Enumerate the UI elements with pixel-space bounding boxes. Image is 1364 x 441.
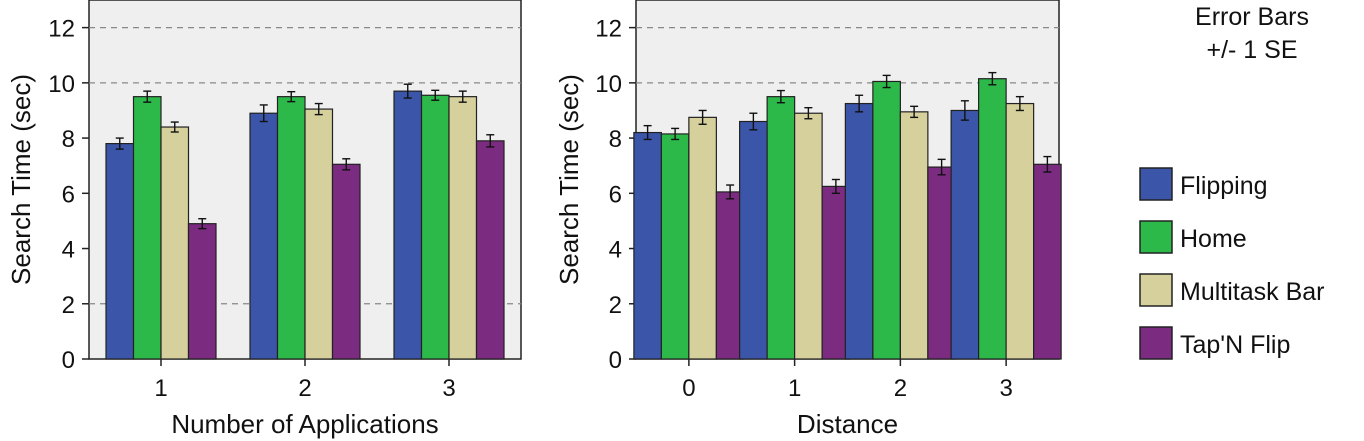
x-axis-title: Distance — [797, 409, 898, 439]
bar — [950, 109, 980, 360]
y-tick-label: 6 — [62, 181, 75, 208]
y-tick-label: 8 — [62, 126, 75, 153]
bar — [739, 120, 768, 360]
legend-swatch — [1139, 273, 1173, 307]
bar — [844, 102, 874, 360]
y-axis-title: Search Time (sec) — [6, 74, 36, 285]
y-tick-label: 2 — [62, 292, 75, 319]
y-tick-label: 4 — [62, 237, 75, 264]
x-tick-label: 1 — [788, 375, 801, 402]
y-tick-label: 4 — [609, 237, 622, 264]
bar — [766, 96, 796, 360]
x-tick-label: 2 — [894, 375, 907, 402]
legend-label: Flipping — [1180, 172, 1268, 200]
legend-swatch — [1139, 220, 1173, 254]
legend-label: Multitask Bar — [1180, 278, 1324, 306]
error-bars-note: Error Bars +/- 1 SE — [1195, 3, 1309, 64]
y-axis-title: Search Time (sec) — [554, 74, 584, 285]
bar — [420, 94, 450, 360]
legend-label: Home — [1180, 225, 1247, 253]
bar — [1033, 163, 1062, 360]
y-tick-label: 0 — [609, 347, 622, 374]
bar — [794, 112, 823, 360]
bar — [475, 140, 505, 360]
y-tick-label: 10 — [48, 71, 75, 98]
x-tick-label: 1 — [154, 375, 167, 402]
bar — [899, 111, 929, 360]
bar — [249, 112, 279, 360]
bar — [633, 131, 662, 360]
y-tick-label: 2 — [609, 292, 622, 319]
bar — [187, 223, 217, 360]
bar — [872, 80, 901, 360]
y-tick-label: 0 — [62, 347, 75, 374]
bar — [393, 90, 423, 360]
bar — [331, 163, 361, 360]
legend: Flipping Home Multitask Bar Tap'N Flip — [1139, 167, 1324, 360]
bar — [1005, 102, 1035, 360]
x-tick-label: 3 — [442, 375, 455, 402]
y-tick-label: 12 — [48, 16, 75, 43]
bar — [160, 126, 190, 360]
bar — [132, 96, 162, 360]
bar — [448, 96, 478, 360]
legend-swatch — [1139, 167, 1173, 201]
y-tick-label: 10 — [595, 71, 622, 98]
bar — [688, 116, 717, 360]
x-tick-label: 3 — [999, 375, 1012, 402]
y-tick-label: 6 — [609, 181, 622, 208]
x-tick-label: 0 — [682, 375, 695, 402]
bar — [276, 96, 306, 360]
y-tick-label: 12 — [595, 16, 622, 43]
x-tick-label: 2 — [298, 375, 311, 402]
legend-label: Tap'N Flip — [1180, 331, 1290, 359]
bar — [978, 78, 1007, 360]
bar — [304, 108, 334, 360]
y-tick-label: 8 — [609, 126, 622, 153]
bar — [105, 143, 135, 360]
note-line-2: +/- 1 SE — [1206, 36, 1297, 64]
x-axis-title: Number of Applications — [171, 409, 438, 439]
note-line-1: Error Bars — [1195, 3, 1309, 31]
bar — [660, 133, 690, 360]
legend-swatch — [1139, 326, 1173, 360]
